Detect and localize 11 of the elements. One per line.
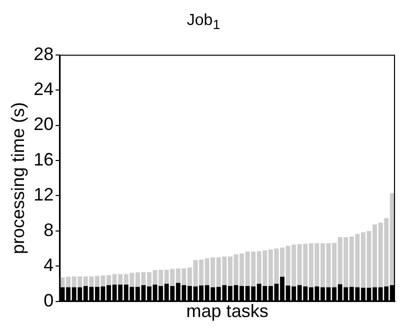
y-tick-label: 20 bbox=[34, 114, 54, 134]
y-tick-label: 4 bbox=[44, 255, 54, 276]
chart-title: Job$_{1}$ bbox=[186, 11, 222, 34]
y-tick-label: 28 bbox=[34, 44, 54, 64]
x-axis-title: map tasks bbox=[186, 301, 268, 322]
y-tick-label: 24 bbox=[34, 78, 54, 99]
y-tick-label: 16 bbox=[34, 149, 54, 170]
y-axis-title: processing time (s) bbox=[8, 102, 28, 254]
y-tick-label: 8 bbox=[44, 220, 54, 240]
y-tick-label: 0 bbox=[44, 290, 54, 310]
y-tick-label: 12 bbox=[34, 184, 54, 205]
